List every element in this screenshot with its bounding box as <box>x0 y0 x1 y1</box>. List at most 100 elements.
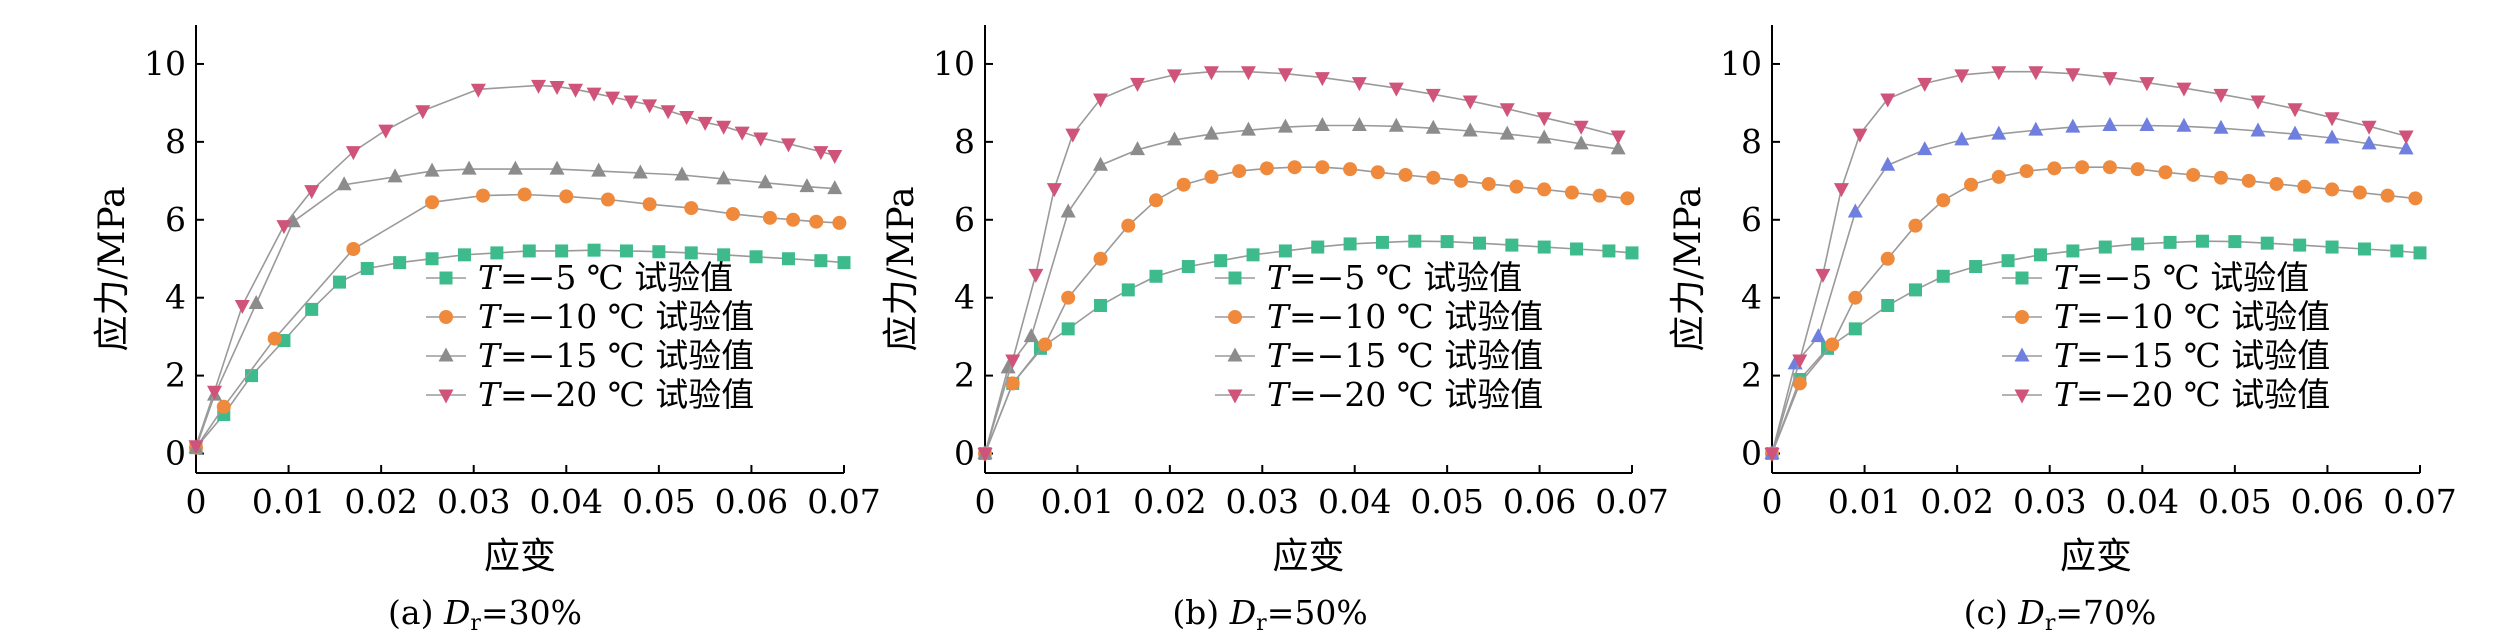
data-point <box>1481 176 1496 191</box>
data-point <box>734 126 750 141</box>
data-point <box>1848 322 1862 336</box>
data-point <box>1536 112 1552 127</box>
data-point <box>684 201 699 216</box>
data-point <box>1149 269 1163 283</box>
data-point <box>1204 169 1219 184</box>
data-point <box>1440 235 1454 249</box>
chart-panel-1: 0 0.01 0.02 0.03 0.04 0.05 0.06 0.07 0 2 4 6 8 10 应变 应力… <box>92 25 881 636</box>
data-point <box>1499 125 1515 140</box>
data-point <box>2324 112 2340 127</box>
series-line <box>195 249 845 449</box>
data-point <box>2139 117 2155 132</box>
legend-marker <box>2014 389 2030 404</box>
data-point <box>2195 234 2209 248</box>
data-point <box>1792 376 1807 391</box>
x-tick-label: 0.01 <box>1041 482 1114 521</box>
data-point <box>1351 117 1367 132</box>
y-tick-label: 4 <box>954 278 975 317</box>
data-point <box>475 188 490 203</box>
data-point <box>1203 125 1219 140</box>
data-point <box>1505 238 1519 252</box>
data-point <box>1908 283 1922 297</box>
data-point <box>725 206 740 221</box>
data-point <box>1602 244 1616 258</box>
data-point <box>1121 283 1135 297</box>
data-point <box>827 150 843 165</box>
data-point <box>1166 69 1182 84</box>
legend-marker <box>2015 271 2029 285</box>
x-tick-label: 0.02 <box>1920 482 1993 521</box>
data-point <box>1509 179 1524 194</box>
y-tick-label: 8 <box>954 122 975 161</box>
data-point <box>1181 260 1195 274</box>
data-point <box>360 261 374 275</box>
legend-label: T=−5 ℃ 试验值 <box>478 258 733 297</box>
legend-marker <box>1227 389 1243 404</box>
data-point <box>2213 170 2228 185</box>
data-point <box>248 295 264 310</box>
data-point <box>2102 117 2118 132</box>
data-point <box>555 244 569 258</box>
data-point <box>2241 173 2256 188</box>
data-point <box>568 83 584 98</box>
data-point <box>2028 121 2044 136</box>
x-tick-label: 0.03 <box>1226 482 1299 521</box>
data-point <box>1094 298 1108 312</box>
x-tick-label: 0.06 <box>1503 482 1576 521</box>
data-point <box>1991 169 2006 184</box>
data-point <box>2066 244 2080 258</box>
data-point <box>2250 122 2266 137</box>
data-point <box>2176 117 2192 132</box>
data-point <box>2102 160 2117 175</box>
data-point <box>425 195 440 210</box>
x-tick-label: 0.04 <box>2106 482 2179 521</box>
data-point <box>814 254 828 268</box>
data-point <box>1462 122 1478 137</box>
data-point <box>1625 246 1639 260</box>
data-point <box>1061 322 1075 336</box>
data-point <box>2380 188 2395 203</box>
data-point <box>2163 235 2177 249</box>
data-point <box>336 176 352 191</box>
data-point <box>2408 191 2423 206</box>
data-point <box>1203 66 1219 81</box>
data-point <box>1954 131 1970 146</box>
data-point <box>2269 176 2284 191</box>
data-point <box>1388 117 1404 132</box>
data-point <box>799 178 815 193</box>
legend-marker <box>439 271 453 285</box>
data-point <box>1573 120 1589 135</box>
data-point <box>837 256 851 270</box>
data-point <box>1314 117 1330 132</box>
data-point <box>1232 164 1247 179</box>
y-tick-label: 0 <box>1741 434 1762 473</box>
series-1 <box>189 243 851 455</box>
y-tick-label: 8 <box>1741 122 1762 161</box>
legend-label: T=−10 ℃ 试验值 <box>2054 297 2330 336</box>
y-tick-label: 8 <box>165 122 186 161</box>
data-point <box>1370 165 1385 180</box>
data-point <box>2325 240 2339 254</box>
data-point <box>1936 193 1951 208</box>
data-point <box>2398 140 2414 155</box>
data-point <box>1408 234 1422 248</box>
data-point <box>517 187 532 202</box>
data-point <box>1969 260 1983 274</box>
data-point <box>813 146 829 161</box>
data-point <box>415 105 431 120</box>
data-point <box>2158 165 2173 180</box>
series-4 <box>977 66 1626 463</box>
data-point <box>1964 177 1979 192</box>
data-point <box>1462 95 1478 110</box>
data-point <box>1610 130 1626 145</box>
data-point <box>1130 141 1146 156</box>
data-point <box>749 250 763 264</box>
y-tick-label: 4 <box>1741 278 1762 317</box>
chart-panel-3: 0 0.01 0.02 0.03 0.04 0.05 0.06 0.07 0 2 4 6 8 10 应变 应力… <box>1668 25 2457 636</box>
data-point <box>2176 82 2192 97</box>
data-point <box>642 99 658 114</box>
data-point <box>1046 183 1062 198</box>
legend-label: T=−20 ℃ 试验值 <box>478 375 754 414</box>
data-point <box>1425 119 1441 134</box>
